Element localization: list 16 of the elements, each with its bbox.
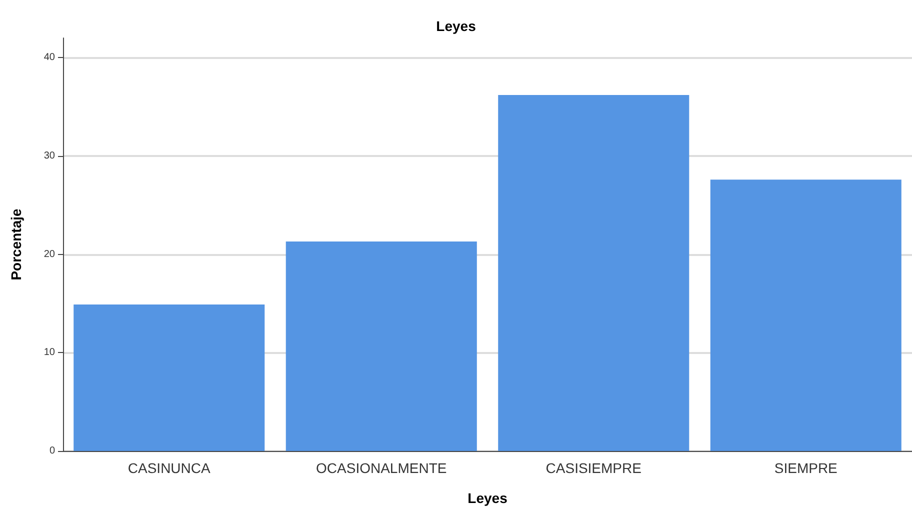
y-tick-label: 0 (49, 446, 56, 456)
bar (498, 95, 690, 451)
bar (710, 180, 902, 451)
y-axis-title: Porcentaje (8, 208, 24, 280)
x-tick-label: CASISIEMPRE (546, 460, 642, 476)
x-tick-label: OCASIONALMENTE (316, 460, 447, 476)
y-tick-label: 30 (44, 150, 56, 162)
y-tick-label: 20 (44, 248, 56, 260)
y-tick-label: 40 (44, 52, 56, 64)
chart-title: Leyes (436, 18, 476, 34)
x-axis-title: Leyes (468, 490, 508, 506)
x-tick-label: SIEMPRE (774, 460, 838, 476)
y-tick-label: 10 (44, 347, 56, 358)
bar (286, 242, 477, 451)
x-tick-label: CASINUNCA (128, 460, 212, 476)
bar (74, 304, 265, 451)
